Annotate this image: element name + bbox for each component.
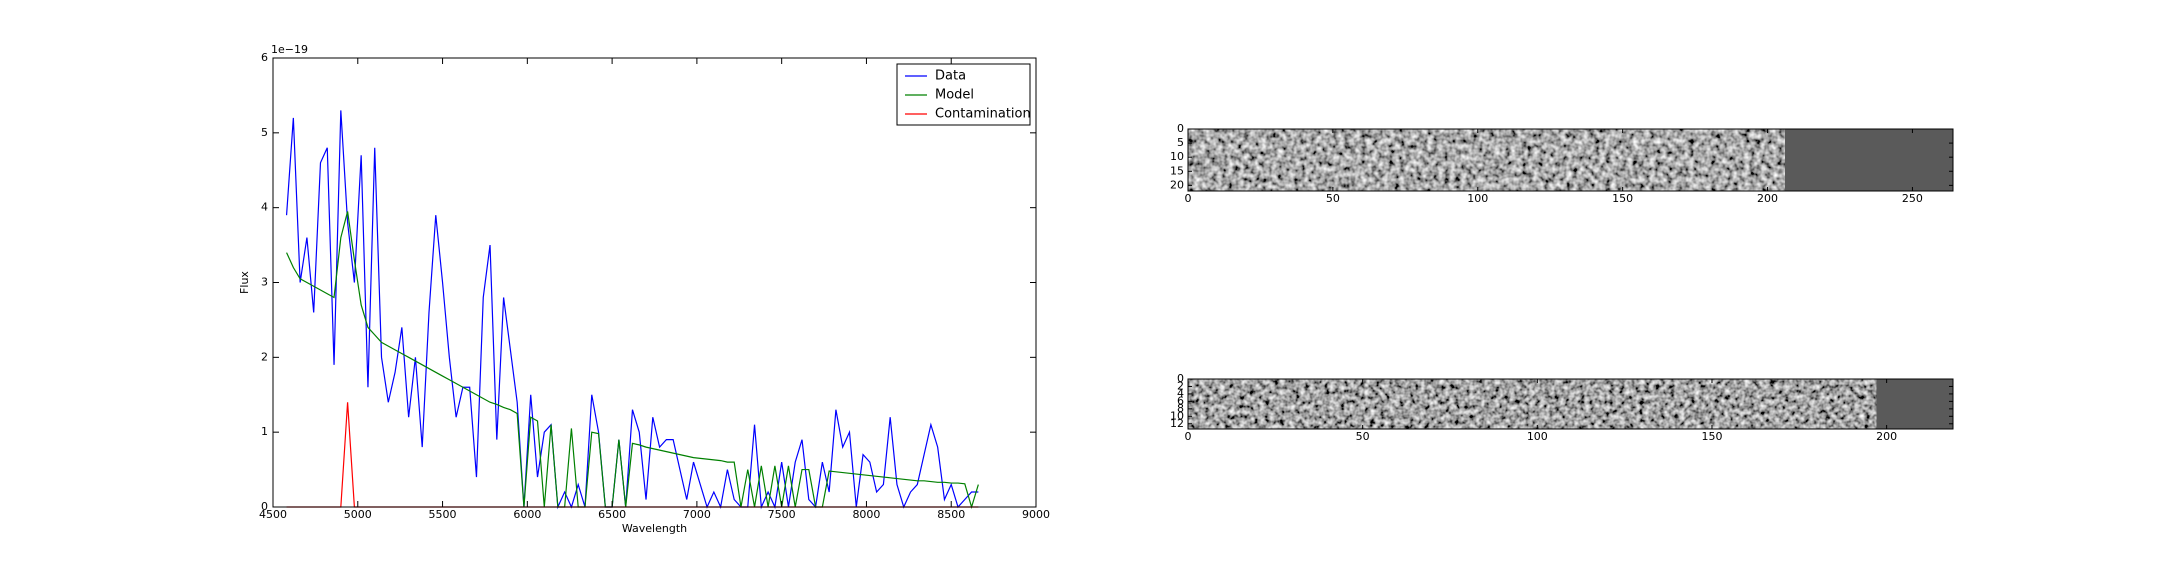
- y-tick-label: 6: [1177, 394, 1184, 407]
- y-tick-label: 12: [1170, 417, 1184, 430]
- x-tick-label: 8000: [852, 508, 880, 521]
- x-tick-label: 7500: [768, 508, 796, 521]
- x-tick-label: 6500: [598, 508, 626, 521]
- x-tick-label: 100: [1467, 192, 1488, 205]
- image-frame: [1187, 128, 1954, 192]
- y-tick-label: 6: [261, 51, 268, 64]
- legend-label: Data: [935, 69, 966, 84]
- x-tick-label: 100: [1527, 430, 1548, 443]
- x-tick-label: 5000: [344, 508, 372, 521]
- x-tick-label: 150: [1701, 430, 1722, 443]
- y-tick-label: 5: [261, 126, 268, 139]
- x-tick-label: 7000: [683, 508, 711, 521]
- x-tick-label: 50: [1356, 430, 1370, 443]
- x-tick-label: 200: [1757, 192, 1778, 205]
- x-axis-label: Wavelength: [622, 522, 687, 535]
- y-tick-label: 2: [261, 350, 268, 363]
- x-tick-label: 8500: [937, 508, 965, 521]
- series-line: [286, 211, 979, 510]
- x-tick-label: 6000: [513, 508, 541, 521]
- y-tick-label: 1: [261, 425, 268, 438]
- y-tick-label: 2: [1177, 379, 1184, 392]
- legend-label: Contamination: [935, 107, 1031, 122]
- y-tick-label: 15: [1170, 164, 1184, 177]
- y-tick-label: 0: [261, 500, 268, 513]
- y-tick-label: 20: [1170, 178, 1184, 191]
- x-tick-label: 0: [1185, 192, 1192, 205]
- y-tick-label: 0: [1177, 122, 1184, 135]
- y-tick-label: 3: [261, 276, 268, 289]
- x-tick-label: 200: [1876, 430, 1897, 443]
- image-frame: [1187, 378, 1954, 430]
- x-tick-label: 9000: [1022, 508, 1050, 521]
- y-tick-label: 4: [1177, 387, 1184, 400]
- y-tick-label: 4: [261, 201, 268, 214]
- y-axis-label: Flux: [238, 271, 251, 294]
- legend-label: Model: [935, 88, 974, 103]
- y-tick-label: 0: [1177, 372, 1184, 385]
- y-offset-label: 1e−19: [271, 43, 308, 56]
- y-tick-label: 10: [1170, 150, 1184, 163]
- x-tick-label: 50: [1326, 192, 1340, 205]
- y-tick-label: 5: [1177, 136, 1184, 149]
- x-tick-label: 4500: [259, 508, 287, 521]
- legend: Data Model Contamination: [896, 63, 1031, 126]
- y-tick-label: 10: [1170, 409, 1184, 422]
- image-texture: [1188, 129, 1785, 191]
- y-tick-label: 8: [1177, 402, 1184, 415]
- image-texture: [1188, 379, 1877, 429]
- x-tick-label: 150: [1612, 192, 1633, 205]
- series-line: [285, 110, 979, 510]
- x-tick-label: 5500: [429, 508, 457, 521]
- x-tick-label: 250: [1902, 192, 1923, 205]
- x-tick-label: 0: [1185, 430, 1192, 443]
